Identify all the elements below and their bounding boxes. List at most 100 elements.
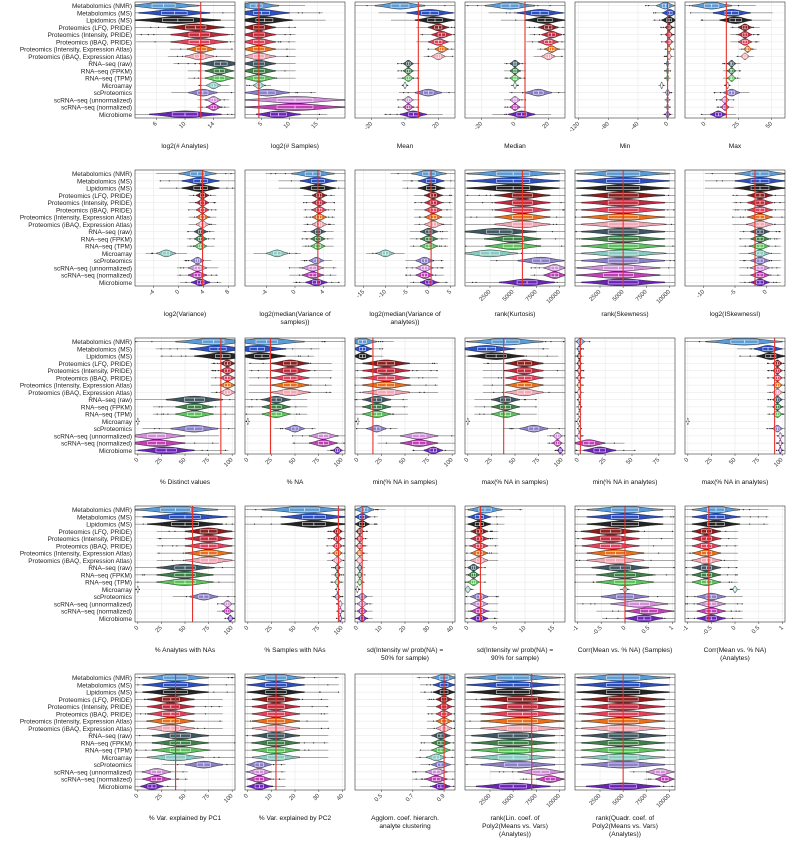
outlier-point	[159, 538, 160, 539]
outlier-point	[374, 516, 375, 517]
outlier-point	[397, 99, 398, 100]
outlier-point	[334, 202, 335, 203]
x-axis-title: (Analytes)	[720, 655, 750, 662]
outlier-point	[419, 392, 420, 393]
outlier-point	[431, 713, 432, 714]
outlier-point	[213, 692, 214, 693]
outlier-point	[401, 70, 402, 71]
outlier-point	[190, 246, 191, 247]
tick-label: 5000	[612, 289, 626, 303]
tick-label: -15	[356, 289, 367, 300]
outlier-point	[449, 195, 450, 196]
outlier-point	[194, 63, 195, 64]
outlier-point	[336, 603, 337, 604]
outlier-point	[230, 173, 231, 174]
outlier-point	[225, 450, 226, 451]
outlier-point	[545, 341, 546, 342]
outlier-point	[430, 786, 431, 787]
outlier-point	[152, 253, 153, 254]
x-axis-title: rank(Skewness)	[601, 311, 648, 318]
outlier-point	[209, 750, 210, 751]
outlier-point	[140, 713, 141, 714]
tick-label: 25	[265, 457, 274, 466]
outlier-point	[577, 538, 578, 539]
outlier-point	[291, 180, 292, 181]
outlier-point	[732, 618, 733, 619]
outlier-point	[327, 684, 328, 685]
outlier-point	[479, 414, 480, 415]
outlier-point	[246, 677, 247, 678]
outlier-point	[550, 341, 551, 342]
outlier-point	[265, 85, 266, 86]
outlier-point	[664, 618, 665, 619]
outlier-point	[355, 574, 356, 575]
outlier-point	[185, 779, 186, 780]
outlier-point	[576, 231, 577, 232]
outlier-point	[749, 524, 750, 525]
tick-label: 20	[288, 793, 297, 802]
outlier-point	[167, 786, 168, 787]
outlier-point	[334, 209, 335, 210]
outlier-point	[329, 392, 330, 393]
outlier-point	[444, 5, 445, 6]
outlier-point	[664, 114, 665, 115]
outlier-point	[767, 428, 768, 429]
outlier-point	[490, 195, 491, 196]
outlier-point	[716, 99, 717, 100]
outlier-point	[225, 173, 226, 174]
outlier-point	[231, 34, 232, 35]
outlier-point	[227, 692, 228, 693]
x-axis-title: samples))	[281, 319, 310, 326]
outlier-point	[302, 435, 303, 436]
outlier-point	[139, 735, 140, 736]
outlier-point	[172, 545, 173, 546]
outlier-point	[136, 692, 137, 693]
tick-label: 2500	[479, 289, 493, 303]
outlier-point	[501, 377, 502, 378]
outlier-point	[724, 560, 725, 561]
outlier-point	[484, 238, 485, 239]
outlier-point	[208, 238, 209, 239]
outlier-point	[768, 399, 769, 400]
outlier-point	[736, 34, 737, 35]
outlier-point	[671, 92, 672, 93]
outlier-point	[665, 56, 666, 57]
outlier-point	[466, 574, 467, 575]
outlier-point	[690, 553, 691, 554]
outlier-point	[194, 78, 195, 79]
outlier-point	[212, 443, 213, 444]
outlier-point	[576, 209, 577, 210]
outlier-point	[193, 195, 194, 196]
outlier-point	[141, 34, 142, 35]
outlier-point	[422, 779, 423, 780]
outlier-point	[779, 202, 780, 203]
category-label: Lipidomics (MS)	[86, 690, 132, 697]
outlier-point	[543, 348, 544, 349]
outlier-point	[419, 217, 420, 218]
tick-label: 0.7	[405, 793, 416, 804]
outlier-point	[562, 209, 563, 210]
outlier-point	[151, 341, 152, 342]
outlier-point	[661, 538, 662, 539]
outlier-point	[285, 173, 286, 174]
tick-label: -40	[630, 121, 641, 132]
outlier-point	[296, 414, 297, 415]
outlier-point	[498, 377, 499, 378]
outlier-point	[490, 538, 491, 539]
outlier-point	[215, 377, 216, 378]
x-axis-title: log2(# Analytes)	[161, 143, 208, 150]
outlier-point	[752, 27, 753, 28]
outlier-point	[332, 217, 333, 218]
outlier-point	[442, 231, 443, 232]
outlier-point	[160, 538, 161, 539]
outlier-point	[280, 428, 281, 429]
outlier-point	[465, 545, 466, 546]
outlier-point	[539, 267, 540, 268]
outlier-point	[434, 728, 435, 729]
outlier-point	[142, 574, 143, 575]
tick-label: 1	[778, 625, 785, 632]
outlier-point	[201, 107, 202, 108]
outlier-point	[736, 567, 737, 568]
x-axis-title: Mean	[397, 143, 414, 150]
